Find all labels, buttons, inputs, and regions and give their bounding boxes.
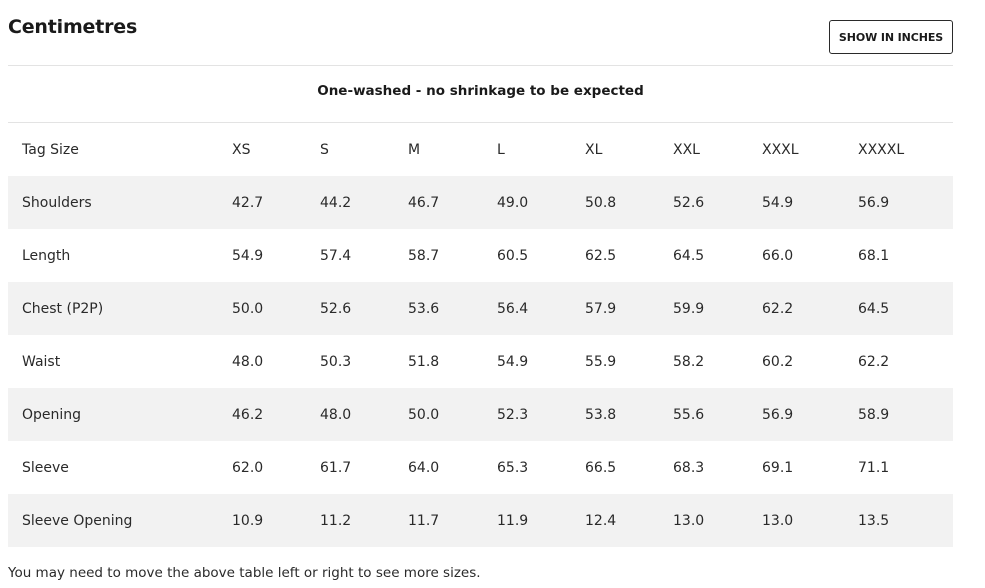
table-cell: 44.2	[320, 194, 352, 211]
table-cell: 69.1	[762, 459, 794, 476]
column-header: L	[497, 141, 505, 158]
show-in-inches-button[interactable]: SHOW IN INCHES	[829, 20, 953, 54]
table-cell: 54.9	[497, 353, 529, 370]
column-header: S	[320, 141, 329, 158]
size-table: Tag Size XS S M L XL XXL XXXL XXXXL Shou…	[8, 123, 953, 547]
table-cell: 56.9	[858, 194, 890, 211]
row-label: Chest (P2P)	[22, 300, 104, 317]
table-cell: 48.0	[320, 406, 352, 423]
table-cell: 11.9	[497, 512, 529, 529]
table-row: Chest (P2P) 50.0 52.6 53.6 56.4 57.9 59.…	[8, 282, 953, 335]
table-cell: 50.0	[232, 300, 264, 317]
table-cell: 58.7	[408, 247, 440, 264]
table-cell: 54.9	[762, 194, 794, 211]
table-caption: One-washed - no shrinkage to be expected	[317, 83, 644, 99]
table-cell: 64.0	[408, 459, 440, 476]
table-row: Length 54.9 57.4 58.7 60.5 62.5 64.5 66.…	[8, 229, 953, 282]
table-row: Sleeve 62.0 61.7 64.0 65.3 66.5 68.3 69.…	[8, 441, 953, 494]
table-cell: 51.8	[408, 353, 440, 370]
table-cell: 13.0	[762, 512, 794, 529]
table-cell: 11.2	[320, 512, 352, 529]
divider	[8, 65, 953, 66]
table-cell: 13.0	[673, 512, 705, 529]
table-cell: 71.1	[858, 459, 890, 476]
table-cell: 42.7	[232, 194, 264, 211]
row-label: Waist	[22, 353, 61, 370]
table-row: Sleeve Opening 10.9 11.2 11.7 11.9 12.4 …	[8, 494, 953, 547]
table-cell: 65.3	[497, 459, 529, 476]
table-cell: 48.0	[232, 353, 264, 370]
table-cell: 57.9	[585, 300, 617, 317]
column-header: XXL	[673, 141, 700, 158]
table-cell: 52.3	[497, 406, 529, 423]
table-cell: 68.3	[673, 459, 705, 476]
table-row: Opening 46.2 48.0 50.0 52.3 53.8 55.6 56…	[8, 388, 953, 441]
row-label: Sleeve	[22, 459, 69, 476]
table-cell: 54.9	[232, 247, 264, 264]
table-cell: 49.0	[497, 194, 529, 211]
table-cell: 50.3	[320, 353, 352, 370]
table-cell: 62.2	[762, 300, 794, 317]
table-cell: 58.9	[858, 406, 890, 423]
table-cell: 12.4	[585, 512, 617, 529]
table-row: Shoulders 42.7 44.2 46.7 49.0 50.8 52.6 …	[8, 176, 953, 229]
column-header: XL	[585, 141, 603, 158]
table-cell: 52.6	[673, 194, 705, 211]
table-header-row: Tag Size XS S M L XL XXL XXXL XXXXL	[8, 123, 953, 176]
table-cell: 53.8	[585, 406, 617, 423]
table-cell: 55.6	[673, 406, 705, 423]
table-cell: 66.5	[585, 459, 617, 476]
table-cell: 59.9	[673, 300, 705, 317]
table-cell: 62.2	[858, 353, 890, 370]
table-cell: 53.6	[408, 300, 440, 317]
table-cell: 10.9	[232, 512, 264, 529]
table-cell: 50.8	[585, 194, 617, 211]
table-cell: 13.5	[858, 512, 890, 529]
table-cell: 56.9	[762, 406, 794, 423]
table-cell: 58.2	[673, 353, 705, 370]
table-cell: 68.1	[858, 247, 890, 264]
row-label: Sleeve Opening	[22, 512, 133, 529]
table-cell: 46.7	[408, 194, 440, 211]
column-header: XS	[232, 141, 251, 158]
table-cell: 64.5	[673, 247, 705, 264]
row-label: Opening	[22, 406, 82, 423]
table-cell: 57.4	[320, 247, 352, 264]
table-cell: 55.9	[585, 353, 617, 370]
column-header: XXXXL	[858, 141, 905, 158]
table-row: Waist 48.0 50.3 51.8 54.9 55.9 58.2 60.2…	[8, 335, 953, 388]
page-title: Centimetres	[8, 16, 138, 38]
table-cell: 64.5	[858, 300, 890, 317]
column-header: M	[408, 141, 421, 158]
table-cell: 66.0	[762, 247, 794, 264]
row-label: Length	[22, 247, 71, 264]
column-header: Tag Size	[22, 141, 79, 158]
table-cell: 61.7	[320, 459, 352, 476]
row-label: Shoulders	[22, 194, 92, 211]
table-cell: 46.2	[232, 406, 264, 423]
table-cell: 62.0	[232, 459, 264, 476]
table-cell: 60.5	[497, 247, 529, 264]
table-cell: 50.0	[408, 406, 440, 423]
column-header: XXXL	[762, 141, 799, 158]
table-cell: 62.5	[585, 247, 617, 264]
divider	[8, 122, 953, 123]
table-cell: 56.4	[497, 300, 529, 317]
table-cell: 52.6	[320, 300, 352, 317]
table-cell: 11.7	[408, 512, 440, 529]
scroll-hint-note: You may need to move the above table lef…	[8, 565, 481, 581]
table-cell: 60.2	[762, 353, 794, 370]
